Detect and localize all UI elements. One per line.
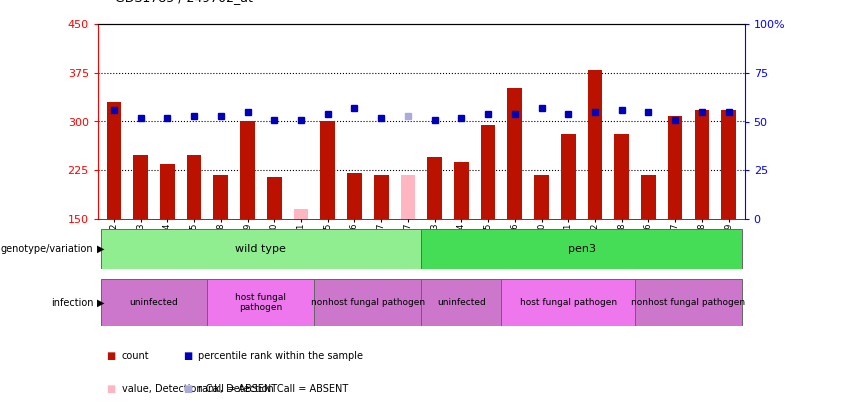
Bar: [401, 175, 415, 219]
Bar: [561, 134, 575, 219]
Bar: [208, 279, 314, 326]
Bar: [481, 125, 495, 219]
Text: GDS1785 / 249702_at: GDS1785 / 249702_at: [115, 0, 253, 4]
Bar: [421, 229, 742, 269]
Bar: [100, 279, 208, 326]
Bar: [587, 70, 603, 219]
Bar: [134, 155, 148, 219]
Bar: [100, 229, 421, 269]
Bar: [214, 175, 228, 219]
Bar: [374, 175, 389, 219]
Text: genotype/variation: genotype/variation: [1, 244, 94, 254]
Bar: [240, 122, 255, 219]
Bar: [641, 175, 656, 219]
Text: nonhost fungal pathogen: nonhost fungal pathogen: [311, 298, 425, 307]
Text: ■: ■: [106, 384, 116, 394]
Text: ■: ■: [183, 352, 192, 361]
Bar: [454, 162, 469, 219]
Text: uninfected: uninfected: [437, 298, 486, 307]
Text: ▶: ▶: [97, 298, 105, 308]
Text: ▶: ▶: [97, 244, 105, 254]
Bar: [614, 134, 629, 219]
Bar: [534, 175, 549, 219]
Text: wild type: wild type: [236, 244, 286, 254]
Bar: [320, 122, 335, 219]
Bar: [267, 177, 282, 219]
Text: ■: ■: [106, 352, 116, 361]
Text: host fungal
pathogen: host fungal pathogen: [236, 293, 287, 312]
Bar: [507, 88, 523, 219]
Text: uninfected: uninfected: [129, 298, 179, 307]
Bar: [694, 110, 709, 219]
Bar: [294, 209, 308, 219]
Bar: [427, 157, 442, 219]
Bar: [160, 164, 174, 219]
Bar: [186, 155, 202, 219]
Text: ■: ■: [183, 384, 192, 394]
Text: host fungal pathogen: host fungal pathogen: [520, 298, 617, 307]
Bar: [668, 116, 683, 219]
Bar: [314, 279, 421, 326]
Text: percentile rank within the sample: percentile rank within the sample: [198, 352, 363, 361]
Text: value, Detection Call = ABSENT: value, Detection Call = ABSENT: [122, 384, 277, 394]
Text: infection: infection: [51, 298, 94, 308]
Bar: [421, 279, 501, 326]
Bar: [347, 173, 362, 219]
Bar: [501, 279, 635, 326]
Bar: [106, 102, 121, 219]
Bar: [722, 110, 736, 219]
Bar: [635, 279, 742, 326]
Text: nonhost fungal pathogen: nonhost fungal pathogen: [631, 298, 745, 307]
Text: pen3: pen3: [568, 244, 596, 254]
Text: rank, Detection Call = ABSENT: rank, Detection Call = ABSENT: [198, 384, 349, 394]
Text: count: count: [122, 352, 149, 361]
